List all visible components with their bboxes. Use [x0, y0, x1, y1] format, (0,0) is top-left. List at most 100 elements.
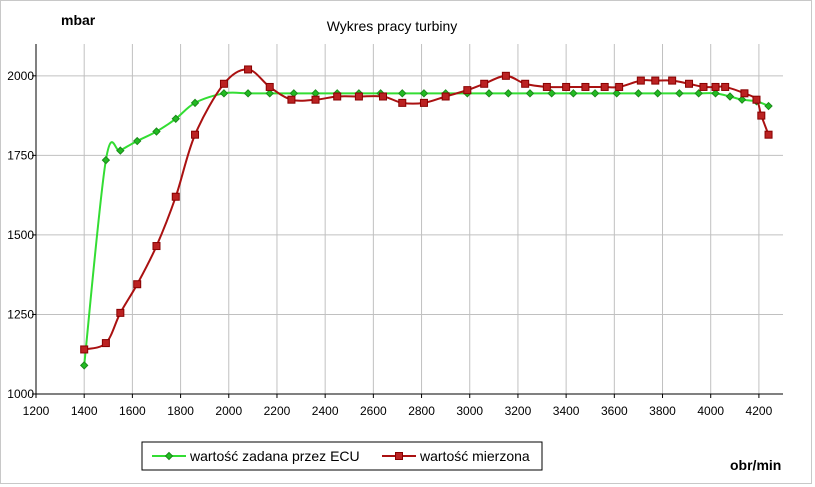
data-point: [80, 345, 89, 354]
data-point: [171, 114, 180, 123]
data-point: [542, 82, 551, 91]
data-point: [562, 82, 571, 91]
data-point: [764, 101, 773, 111]
legend: wartość zadana przez ECU wartość mierzona: [141, 441, 543, 471]
data-point: [333, 92, 342, 101]
data-point: [219, 79, 228, 88]
x-tick-label: 3800: [649, 404, 676, 418]
data-point: [590, 89, 600, 98]
y-tick-label: 1750: [7, 148, 34, 162]
x-tick-label: 1400: [71, 404, 98, 418]
x-tick-label: 4200: [746, 404, 773, 418]
legend-item-2: wartość mierzona: [382, 448, 530, 464]
data-point: [463, 86, 472, 95]
legend-label: wartość mierzona: [419, 448, 530, 464]
data-point: [651, 76, 660, 85]
data-point: [265, 82, 274, 91]
legend-item-1: wartość zadana przez ECU: [152, 448, 360, 464]
data-point: [711, 89, 720, 98]
x-tick-label: 1800: [167, 404, 194, 418]
x-tick-label: 3200: [505, 404, 532, 418]
data-point: [675, 89, 684, 98]
data-point: [378, 92, 387, 101]
y-tick-label: 1000: [7, 387, 34, 401]
x-tick-label: 2000: [215, 404, 242, 418]
data-point: [152, 127, 161, 136]
data-point: [219, 89, 229, 98]
data-point: [737, 95, 747, 104]
plot-area: 1200 1400 1600 1800 2000 2200 2400 2600 2800 3000…: [7, 44, 783, 418]
data-point: [398, 89, 407, 98]
data-point: [116, 146, 125, 155]
x-tick-label: 2600: [360, 404, 387, 418]
y-tick-label: 1500: [7, 228, 34, 242]
x-tick-label: 2400: [312, 404, 339, 418]
data-point: [668, 76, 677, 85]
data-point: [171, 192, 180, 201]
data-point: [133, 280, 142, 289]
x-tick-label: 2200: [264, 404, 291, 418]
legend-marker: [395, 452, 403, 460]
data-point: [636, 76, 645, 85]
x-tick-label: 1600: [119, 404, 146, 418]
data-point: [287, 95, 296, 104]
data-point: [419, 89, 429, 98]
data-point: [521, 79, 530, 88]
x-tick-label: 3600: [601, 404, 628, 418]
data-point: [711, 82, 720, 91]
data-point: [79, 361, 89, 370]
data-point: [740, 89, 749, 98]
data-point: [581, 82, 590, 91]
data-point: [244, 65, 253, 74]
data-point: [441, 92, 450, 101]
data-point: [152, 242, 161, 251]
data-point: [132, 136, 142, 146]
legend-marker: [164, 451, 174, 461]
data-point: [265, 89, 274, 98]
data-point: [600, 82, 609, 91]
x-tick-label: 1200: [23, 404, 50, 418]
data-point: [504, 89, 513, 98]
plot-background: [36, 44, 783, 394]
data-point: [612, 89, 621, 98]
data-point: [398, 98, 407, 107]
y-tick-label: 2000: [7, 69, 34, 83]
data-point: [721, 82, 730, 91]
data-point: [615, 82, 624, 91]
data-point: [501, 71, 510, 80]
data-point: [484, 89, 494, 98]
data-point: [634, 89, 643, 98]
data-point: [191, 130, 200, 139]
data-point: [694, 89, 703, 98]
x-axis-label: obr/min: [730, 457, 781, 473]
x-tick-label: 3000: [456, 404, 483, 418]
x-tick-label: 3400: [553, 404, 580, 418]
data-point: [190, 98, 200, 108]
data-point: [480, 79, 489, 88]
data-point: [311, 95, 320, 104]
data-point: [101, 155, 111, 165]
data-point: [547, 89, 556, 98]
y-axis-label: mbar: [61, 12, 96, 28]
x-tick-label: 2800: [408, 404, 435, 418]
data-point: [757, 111, 766, 120]
data-point: [725, 92, 735, 101]
data-point: [752, 95, 761, 104]
series-2: [80, 65, 773, 354]
data-point: [116, 308, 125, 317]
data-point: [699, 82, 708, 91]
data-point: [685, 79, 694, 88]
data-point: [569, 89, 578, 98]
data-point: [525, 89, 535, 98]
x-tick-label: 4000: [697, 404, 724, 418]
data-point: [419, 98, 428, 107]
legend-box: [141, 441, 543, 471]
data-point: [653, 89, 662, 98]
y-tick-label: 1250: [7, 307, 34, 321]
data-point: [354, 92, 363, 101]
data-point: [243, 89, 253, 98]
data-point: [101, 339, 110, 348]
data-point: [764, 130, 773, 139]
chart-title: Wykres pracy turbiny: [327, 18, 458, 34]
